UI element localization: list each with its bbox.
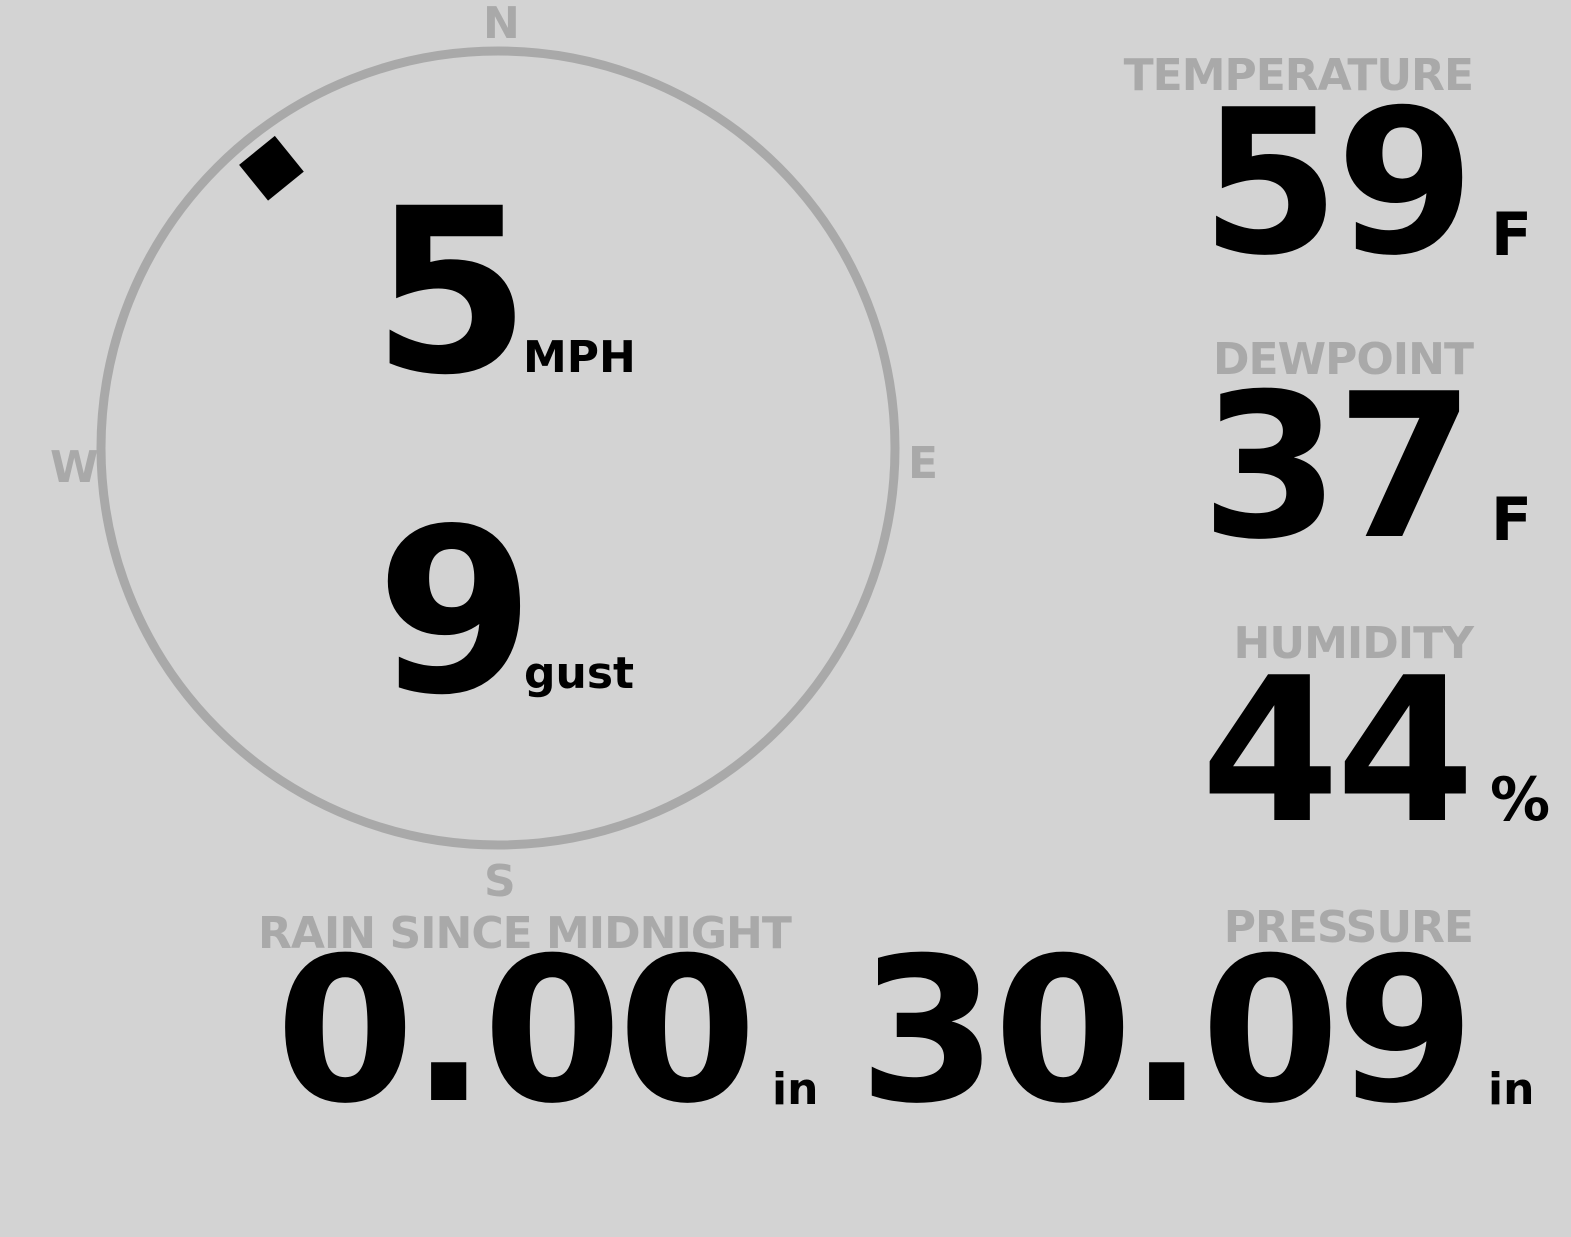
wind-gust-value: 9: [376, 479, 535, 745]
dewpoint-label: DEWPOINT: [1213, 334, 1474, 385]
pressure-label: PRESSURE: [1223, 902, 1474, 953]
rain-label: RAIN SINCE MIDNIGHT: [258, 908, 792, 959]
compass-east-label: E: [908, 438, 939, 489]
humidity-unit: %: [1490, 765, 1551, 835]
humidity-label: HUMIDITY: [1233, 618, 1474, 669]
compass-south-label: S: [484, 856, 516, 907]
dewpoint-unit: F: [1491, 485, 1532, 555]
wind-speed-unit: MPH: [523, 332, 636, 383]
temperature-label: TEMPERATURE: [1123, 50, 1474, 101]
compass-west-label: W: [50, 442, 99, 493]
temperature-unit: F: [1491, 200, 1532, 270]
dewpoint-value: 37: [1200, 351, 1475, 584]
temperature-value: 59: [1200, 67, 1475, 300]
pressure-value: 30.09: [858, 915, 1475, 1148]
rain-unit: in: [772, 1064, 819, 1115]
compass-north-label: N: [483, 0, 520, 49]
wind-direction-marker: [239, 135, 304, 201]
pressure-unit: in: [1488, 1064, 1535, 1115]
rain-value: 0.00: [275, 915, 757, 1148]
humidity-value: 44: [1200, 635, 1475, 868]
wind-speed-value: 5: [372, 159, 531, 425]
wind-gust-unit: gust: [524, 648, 635, 699]
compass-ring: [96, 46, 900, 850]
